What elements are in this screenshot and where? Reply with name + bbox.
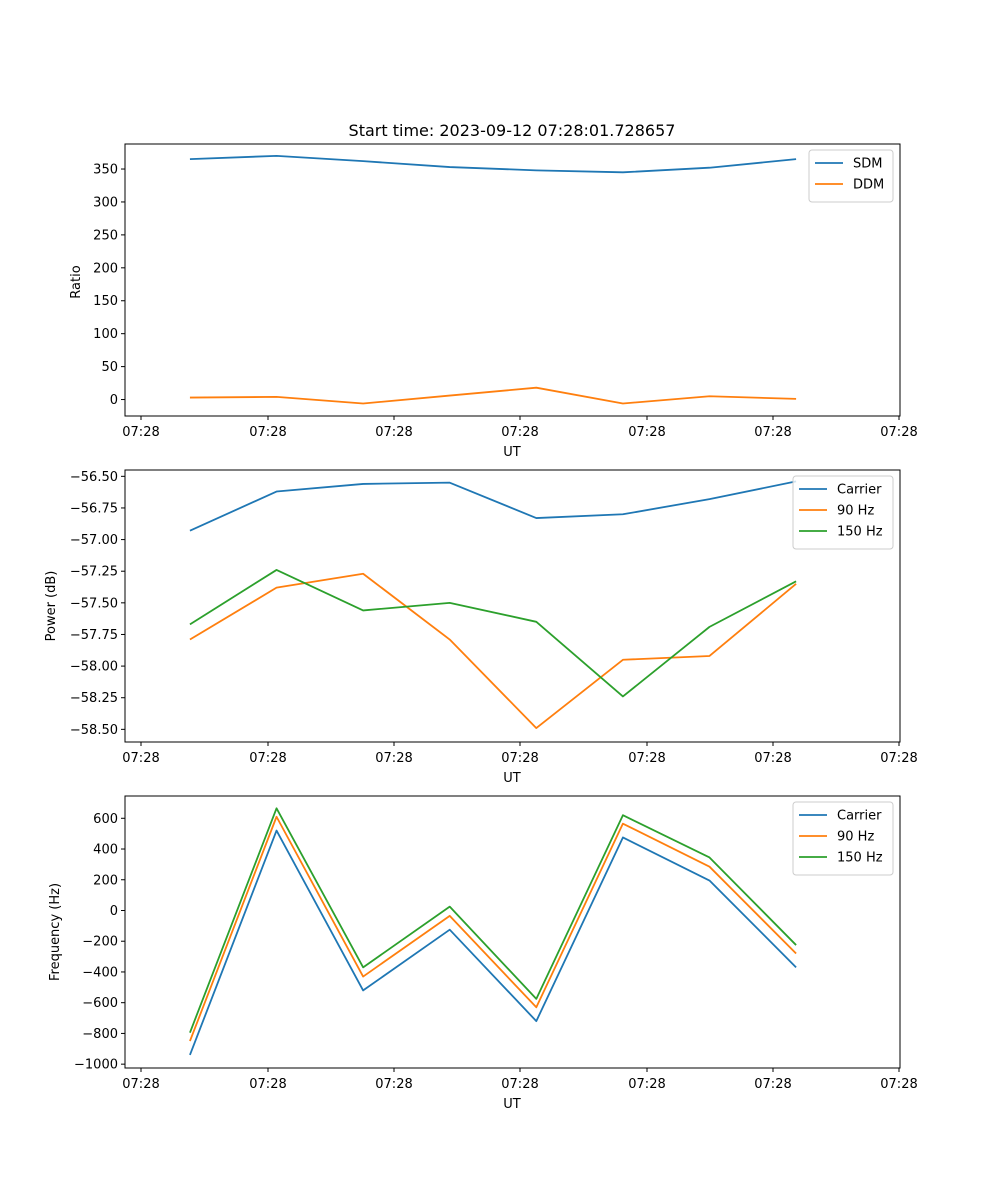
y-tick-label: −57.75 [70,628,118,643]
x-tick-label: 07:28 [880,425,917,440]
x-tick-label: 07:28 [249,1077,286,1092]
legend-label: 90 Hz [837,830,874,845]
x-tick-label: 07:28 [501,751,538,766]
x-tick-label: 07:28 [754,1077,791,1092]
y-axis-label-frequency: Frequency (Hz) [48,883,63,981]
y-tick-label: 0 [110,904,118,919]
y-tick-label: 200 [93,873,118,888]
x-tick-label: 07:28 [754,425,791,440]
x-tick-label: 07:28 [375,425,412,440]
y-axis-label-power: Power (dB) [44,571,59,642]
y-tick-label: −1000 [74,1058,118,1073]
y-tick-label: 50 [101,360,118,375]
axes-frame [124,795,901,1069]
chart-title: Start time: 2023-09-12 07:28:01.728657 [349,121,676,140]
legend-label: DDM [853,178,884,193]
x-tick-label: 07:28 [754,751,791,766]
y-tick-label: 150 [93,294,118,309]
y-tick-label: −800 [82,1027,118,1042]
axes-frame [124,469,901,743]
y-tick-label: −400 [82,965,118,980]
legend: Carrier 90 Hz 150 Hz [792,475,894,550]
x-tick-label: 07:28 [375,1077,412,1092]
y-tick-label: 100 [93,327,118,342]
x-axis-label-ratio: UT [503,445,521,460]
x-tick-label: 07:28 [628,425,665,440]
y-tick-label: −58.25 [70,691,118,706]
legend-label: Carrier [837,483,882,498]
y-axis-label-ratio: Ratio [69,265,84,298]
legend: Carrier 90 Hz 150 Hz [792,801,894,876]
series-line-ddm [189,386,797,405]
y-tick-label: −200 [82,935,118,950]
legend-label: Carrier [837,809,882,824]
y-tick-label: −56.75 [70,501,118,516]
series-line-carrier [189,829,797,1056]
legend-label: 90 Hz [837,504,874,519]
axes-frame [124,143,901,417]
series-line-150-hz [189,569,797,698]
y-tick-label: 350 [93,163,118,178]
x-tick-label: 07:28 [880,1077,917,1092]
y-tick-label: −57.00 [70,533,118,548]
frequency-subplot: Frequency (Hz) UT 07:28 07:28 07:28 07:28 07… [48,795,918,1112]
y-tick-label: 300 [93,195,118,210]
y-tick-label: 400 [93,843,118,858]
x-tick-label: 07:28 [122,425,159,440]
legend-label: 150 Hz [837,851,883,866]
legend-label: SDM [853,157,882,172]
y-tick-label: −57.25 [70,565,118,580]
x-tick-label: 07:28 [628,751,665,766]
y-tick-label: −56.50 [70,470,118,485]
x-tick-label: 07:28 [375,751,412,766]
y-tick-label: −58.50 [70,723,118,738]
legend: SDM DDM [808,149,894,203]
x-tick-label: 07:28 [249,425,286,440]
ratio-subplot: Start time: 2023-09-12 07:28:01.728657 R… [69,121,918,460]
y-tick-label: −600 [82,996,118,1011]
x-tick-label: 07:28 [880,751,917,766]
x-tick-label: 07:28 [122,751,159,766]
series-line-90-hz [189,815,797,1042]
series-line-150-hz [189,807,797,1033]
x-tick-label: 07:28 [501,1077,538,1092]
y-tick-label: 250 [93,228,118,243]
y-tick-label: 200 [93,261,118,276]
y-tick-label: 600 [93,812,118,827]
x-axis-label-frequency: UT [503,1097,521,1112]
x-tick-label: 07:28 [249,751,286,766]
legend-label: 150 Hz [837,525,883,540]
y-tick-label: 0 [110,393,118,408]
x-tick-label: 07:28 [122,1077,159,1092]
series-line-carrier [189,480,797,532]
power-subplot: Power (dB) UT 07:28 07:28 07:28 07:28 07:28 0… [44,469,918,786]
x-tick-label: 07:28 [628,1077,665,1092]
y-tick-label: −58.00 [70,660,118,675]
y-tick-label: −57.50 [70,596,118,611]
x-tick-label: 07:28 [501,425,538,440]
x-axis-label-power: UT [503,771,521,786]
series-line-90-hz [189,572,797,729]
series-line-sdm [189,154,797,174]
